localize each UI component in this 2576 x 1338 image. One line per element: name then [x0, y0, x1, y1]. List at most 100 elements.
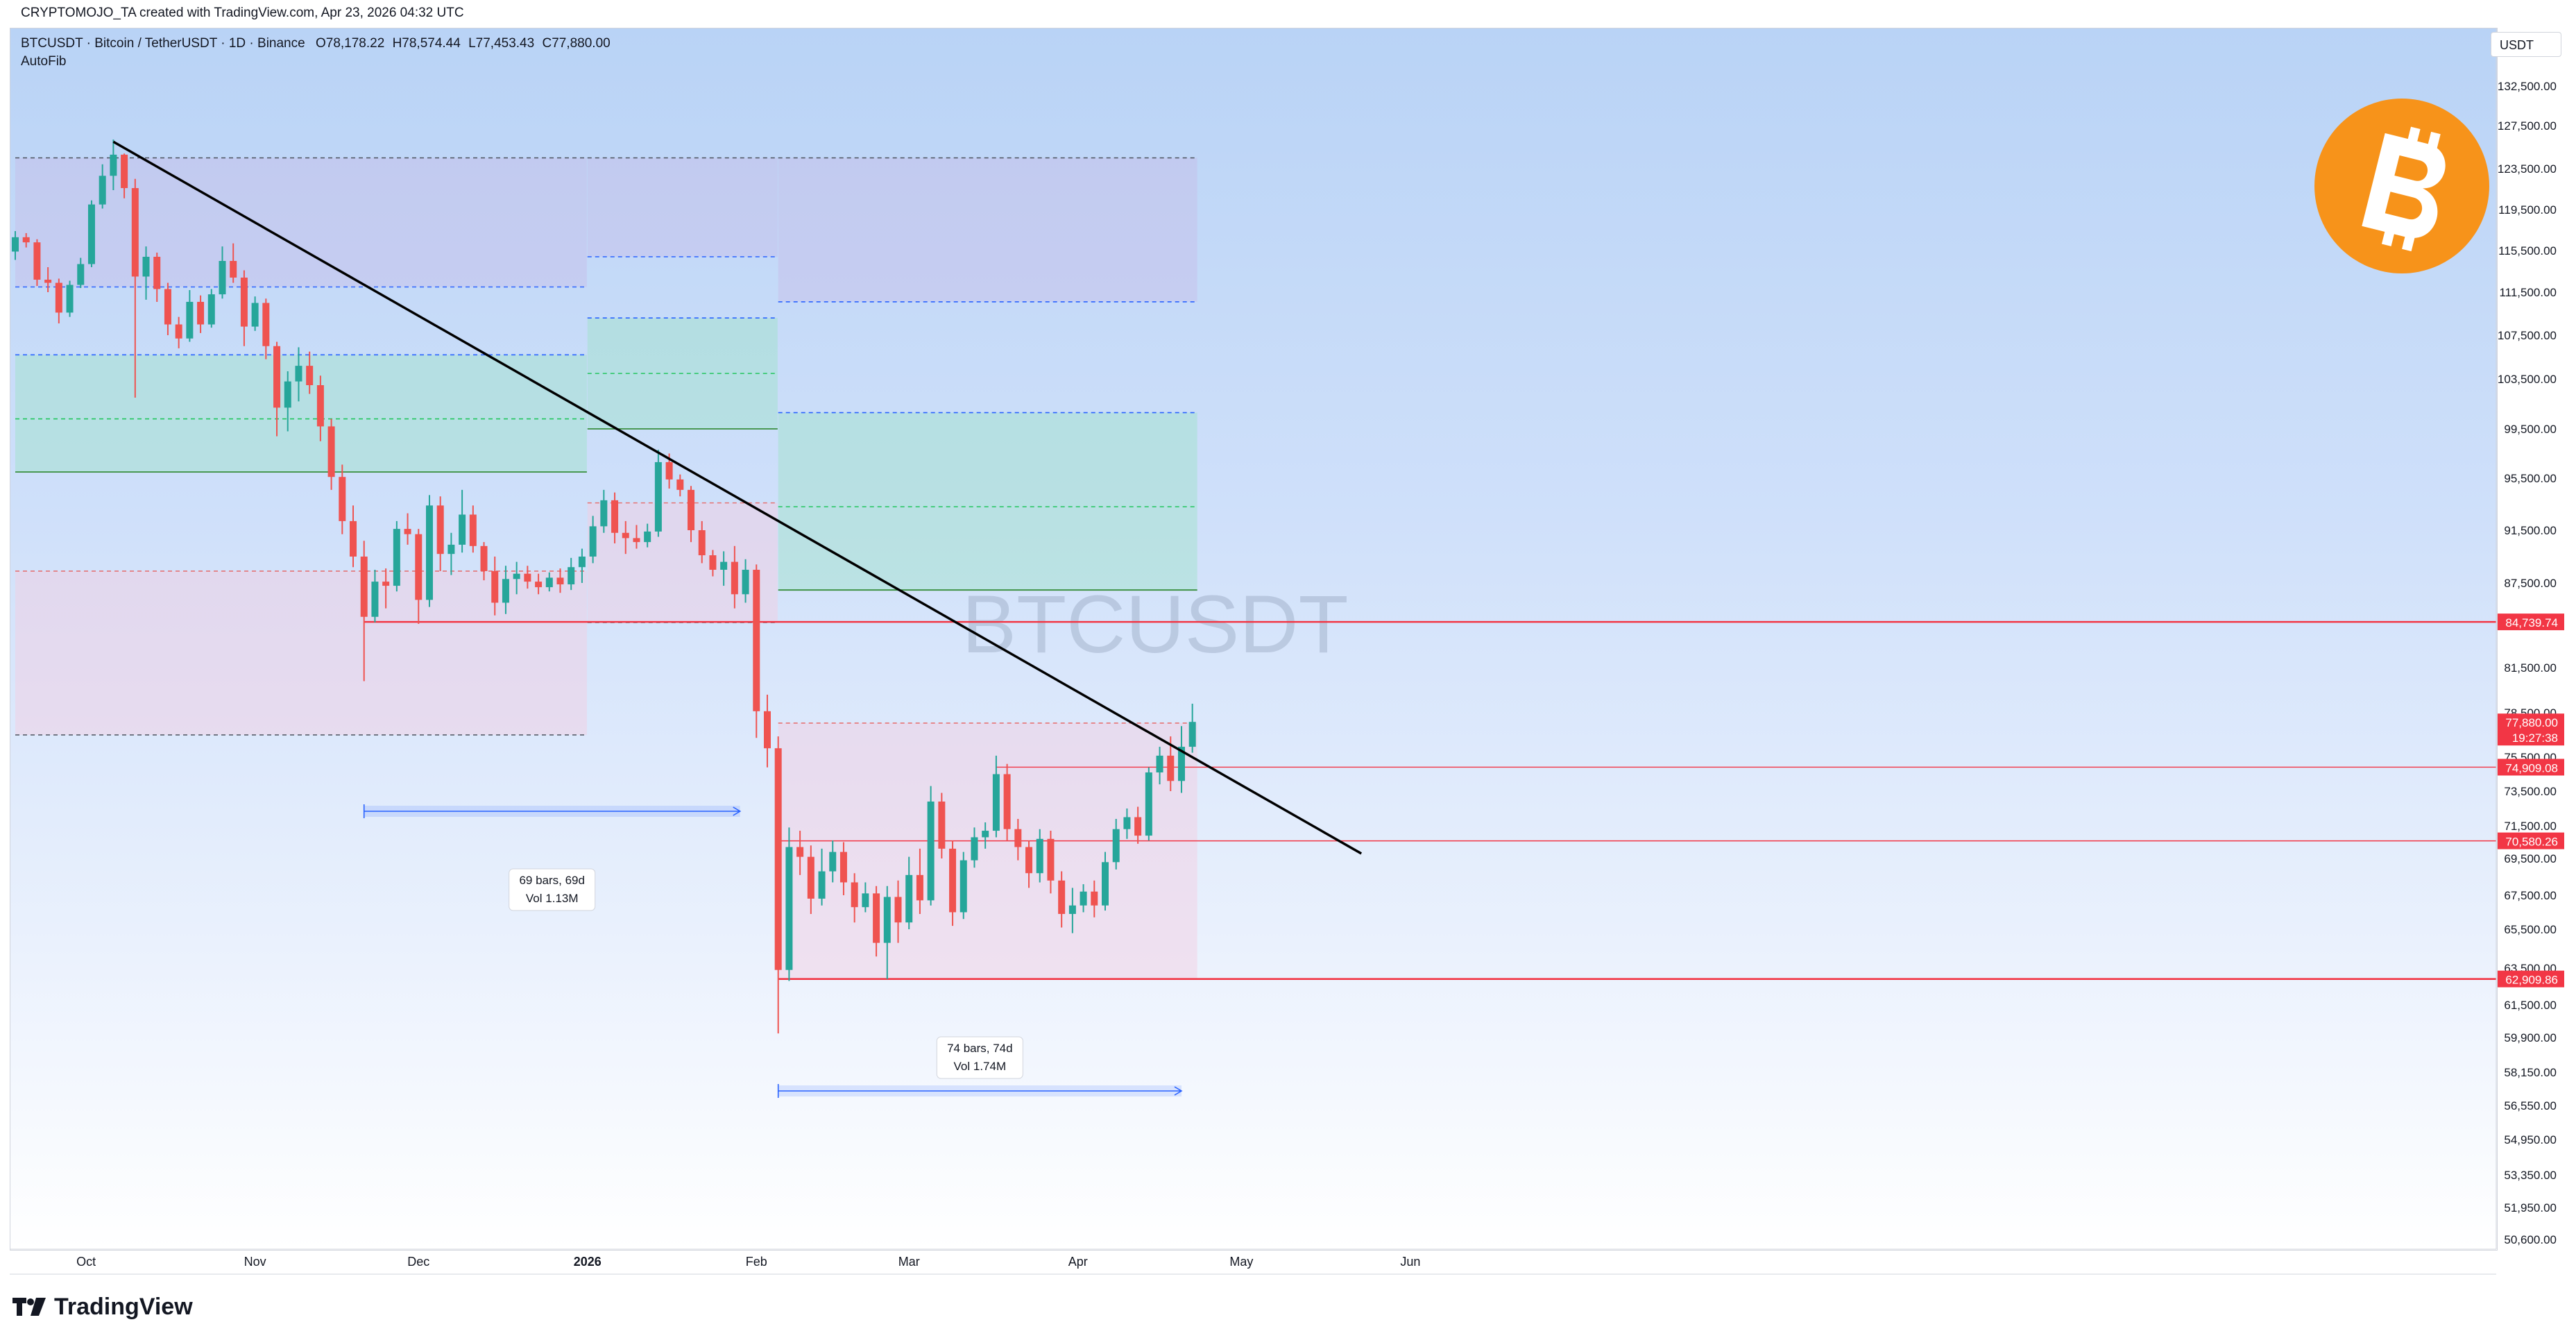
candle-body-19 — [219, 261, 226, 295]
price-label-21: 70,580.26 — [2505, 836, 2558, 849]
candle-body-44 — [491, 570, 499, 603]
price-tick-7: 103,500.00 — [2498, 373, 2557, 386]
candle-body-23 — [262, 303, 270, 346]
price-tick-33: 51,950.00 — [2504, 1201, 2557, 1214]
symbol-watermark: BTCUSDT — [962, 579, 1348, 670]
candles-layer — [12, 139, 1196, 1034]
candle-body-33 — [371, 582, 379, 617]
price-label-bg-15 — [2498, 713, 2564, 746]
candle-body-66 — [731, 561, 738, 595]
time-tick-2: Dec — [407, 1255, 429, 1269]
price-tick-29: 58,150.00 — [2504, 1066, 2557, 1079]
ohlc-close: C77,880.00 — [542, 36, 611, 51]
price-tick-2: 123,500.00 — [2498, 162, 2557, 176]
candle-body-7 — [87, 204, 95, 264]
price-tick-23: 67,500.00 — [2504, 889, 2557, 902]
candle-body-52 — [578, 557, 586, 568]
tradingview-icon — [12, 1297, 46, 1316]
candle-body-81 — [894, 897, 902, 923]
candle-body-40 — [447, 544, 455, 554]
time-tick-8: Jun — [1400, 1255, 1420, 1269]
candle-body-1 — [22, 237, 30, 243]
candle-body-101 — [1112, 829, 1120, 863]
candle-body-54 — [600, 500, 608, 527]
candle-body-53 — [589, 526, 597, 557]
candle-body-62 — [688, 489, 695, 530]
candle-body-91 — [1003, 774, 1011, 829]
price-label-26: 62,909.86 — [2505, 974, 2558, 987]
candle-body-4 — [55, 282, 62, 313]
candle-body-24 — [273, 346, 281, 408]
candle-body-89 — [982, 831, 989, 838]
time-tick-1: Nov — [244, 1255, 266, 1269]
candle-body-13 — [153, 257, 161, 289]
candle-body-68 — [753, 570, 760, 711]
candle-body-107 — [1177, 747, 1185, 781]
candle-body-75 — [829, 852, 837, 872]
range-label-bars-1: 74 bars, 74d — [947, 1042, 1013, 1055]
trendline-layer — [112, 140, 1363, 855]
candle-body-88 — [971, 837, 978, 861]
time-tick-6: Apr — [1068, 1255, 1088, 1269]
candle-body-80 — [883, 897, 891, 943]
price-tick-8: 99,500.00 — [2504, 423, 2557, 436]
candle-body-39 — [436, 505, 444, 554]
candle-body-10 — [121, 154, 128, 189]
candle-body-56 — [622, 532, 629, 539]
candle-body-30 — [339, 477, 346, 521]
price-label-bg-21 — [2498, 832, 2564, 849]
range-arrowhead-1 — [1174, 1086, 1183, 1096]
price-tick-4: 115,500.00 — [2498, 244, 2557, 257]
time-tick-3: 2026 — [574, 1255, 602, 1269]
fib-zone-top-0 — [15, 158, 587, 287]
candle-body-108 — [1188, 722, 1196, 747]
candle-body-50 — [556, 577, 564, 585]
price-tick-30: 56,550.00 — [2504, 1099, 2557, 1112]
price-tick-3: 119,500.00 — [2498, 203, 2557, 217]
candle-body-106 — [1167, 755, 1175, 781]
candle-body-94 — [1036, 838, 1043, 874]
candle-body-11 — [131, 188, 139, 277]
fib-zone-top-2 — [778, 158, 1197, 302]
candle-body-100 — [1102, 862, 1109, 906]
candle-body-22 — [251, 303, 259, 327]
candle-body-95 — [1047, 838, 1055, 881]
candle-body-55 — [611, 500, 619, 533]
chart-area[interactable] — [10, 28, 2498, 1251]
candle-body-6 — [77, 264, 85, 285]
candle-body-18 — [207, 294, 215, 325]
candle-body-32 — [360, 557, 368, 617]
time-tick-5: Mar — [898, 1255, 920, 1269]
candle-body-99 — [1091, 891, 1098, 906]
price-tick-19: 73,500.00 — [2504, 785, 2557, 798]
indicator-name[interactable]: AutoFib — [21, 54, 67, 69]
candle-body-58 — [644, 531, 651, 543]
candle-body-98 — [1080, 891, 1087, 906]
candle-body-17 — [197, 301, 205, 325]
candle-body-14 — [164, 289, 171, 325]
candle-body-77 — [851, 882, 858, 908]
candle-body-35 — [393, 529, 400, 586]
candle-body-93 — [1025, 847, 1033, 874]
candle-body-36 — [404, 529, 411, 534]
candle-body-9 — [110, 154, 117, 176]
fib-zone-green-2 — [778, 412, 1197, 591]
candle-body-65 — [720, 561, 728, 570]
candle-body-28 — [316, 385, 324, 427]
candle-body-76 — [839, 852, 847, 883]
price-tick-13: 81,500.00 — [2504, 661, 2557, 675]
candle-body-41 — [459, 514, 466, 545]
candle-body-92 — [1014, 829, 1022, 847]
candle-body-46 — [513, 573, 520, 579]
currency-badge[interactable]: USDT — [2491, 32, 2561, 57]
ohlc-high: H78,574.44 — [392, 36, 461, 51]
candle-body-43 — [480, 545, 488, 571]
horizontal-levels-layer — [364, 620, 2496, 980]
candle-body-87 — [959, 860, 967, 913]
candle-body-3 — [44, 280, 52, 283]
candle-body-102 — [1123, 817, 1131, 829]
price-label-bg-18 — [2498, 759, 2564, 776]
symbol-info[interactable]: BTCUSDT · Bitcoin / TetherUSDT · 1D · Bi… — [21, 36, 611, 51]
range-label-vol-1: Vol 1.74M — [954, 1060, 1007, 1073]
